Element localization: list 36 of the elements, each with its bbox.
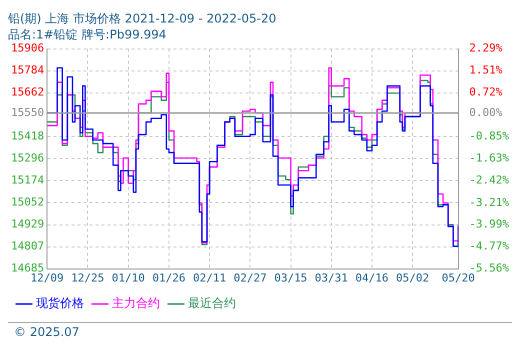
y2-tick-label: -1.63% bbox=[469, 152, 510, 165]
x-tick-label: 02/27 bbox=[234, 271, 267, 284]
x-tick-label: 01/26 bbox=[152, 271, 186, 284]
y-tick-label: 15784 bbox=[10, 64, 44, 77]
y2-tick-label: 1.51% bbox=[469, 64, 503, 77]
chart-subtitle: 品名:1#铅锭 牌号:Pb99.994 bbox=[8, 28, 166, 42]
legend-label: 主力合约 bbox=[112, 296, 160, 310]
y-tick-label: 15418 bbox=[10, 130, 44, 143]
x-tick-label: 02/11 bbox=[192, 271, 226, 284]
x-tick-label: 03/31 bbox=[314, 271, 348, 284]
y-tick-label: 15174 bbox=[10, 174, 44, 187]
chart-title: 铅(期) 上海 市场价格 2021-12-09 - 2022-05-20 bbox=[7, 11, 276, 26]
y2-tick-label: -4.77% bbox=[469, 240, 510, 253]
y2-tick-label: -0.85% bbox=[469, 130, 510, 143]
x-tick-label: 12/25 bbox=[71, 271, 104, 284]
y2-tick-label: 0.72% bbox=[469, 86, 503, 99]
y2-tick-label: 0.00% bbox=[469, 106, 503, 119]
x-tick-label: 05/02 bbox=[396, 271, 430, 284]
x-tick-label: 04/16 bbox=[355, 271, 389, 284]
legend-label: 现货价格 bbox=[36, 296, 84, 310]
y-tick-label: 14929 bbox=[10, 218, 44, 231]
legend-label: 最近合约 bbox=[188, 296, 236, 310]
y2-tick-label: -2.42% bbox=[469, 174, 510, 187]
y-tick-label: 15662 bbox=[10, 86, 44, 99]
x-tick-label: 01/10 bbox=[112, 271, 145, 284]
x-tick-label: 03/15 bbox=[274, 271, 308, 284]
y2-tick-label: 2.29% bbox=[469, 42, 503, 55]
y-tick-label: 15550 bbox=[10, 106, 44, 119]
y-tick-label: 15296 bbox=[10, 152, 44, 165]
y2-tick-label: -3.99% bbox=[469, 218, 510, 231]
y-tick-label: 15052 bbox=[10, 196, 44, 209]
y2-tick-label: -3.21% bbox=[469, 196, 510, 209]
y-tick-label: 15906 bbox=[10, 42, 44, 55]
y-tick-label: 14807 bbox=[10, 240, 44, 253]
text: © 2025.07 bbox=[14, 325, 80, 339]
x-tick-label: 12/09 bbox=[30, 271, 64, 284]
